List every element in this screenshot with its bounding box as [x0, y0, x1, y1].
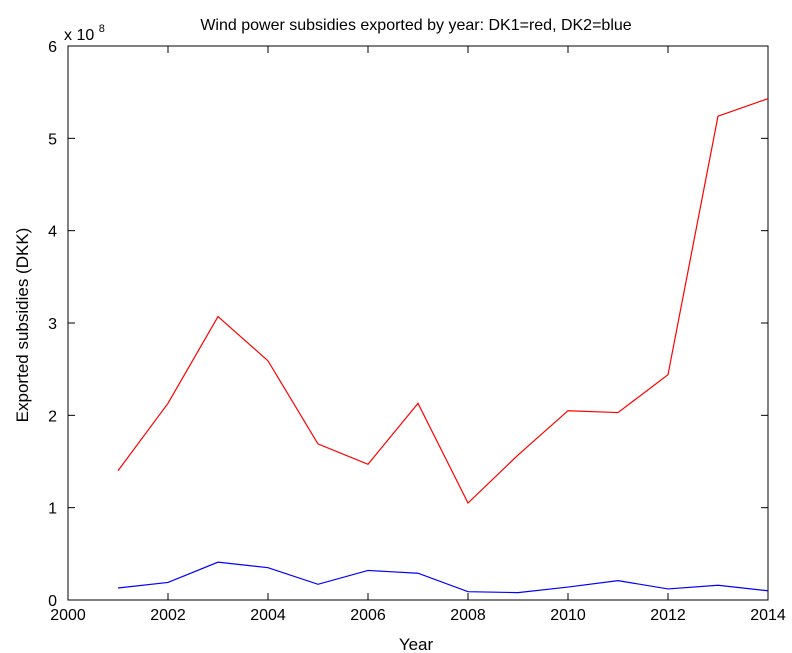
x-tick-label: 2006 — [350, 607, 386, 624]
y-axis-label: Exported subsidies (DKK) — [13, 228, 32, 423]
y-tick-label: 6 — [48, 39, 57, 56]
y-tick-label: 0 — [48, 593, 57, 610]
x-tick-label: 2000 — [50, 607, 86, 624]
plot-frame — [67, 45, 769, 601]
series-line-dk2 — [117, 561, 769, 594]
x-tick-label: 2008 — [450, 607, 486, 624]
x-axis-label: Year — [399, 635, 434, 653]
plot-area: 2000 2002 2004 2006 2008 2010 2012 2014 0 1 2 3 4 5 6 — [48, 39, 786, 624]
y-tick-label: 4 — [48, 224, 57, 241]
series-line-dk1 — [117, 98, 769, 505]
chart-title: Wind power subsidies exported by year: D… — [200, 17, 631, 34]
y-exponent-label: x 10 8 — [64, 23, 105, 44]
y-tick-label: 5 — [48, 131, 57, 148]
y-exponent-base: x 10 — [64, 27, 94, 44]
x-tick-label: 2002 — [150, 607, 186, 624]
y-tick-label: 2 — [48, 408, 57, 425]
x-tick-label: 2004 — [250, 607, 286, 624]
y-tick-label: 1 — [48, 501, 57, 518]
x-tick-label: 2010 — [550, 607, 586, 624]
x-tick-label: 2012 — [650, 607, 686, 624]
y-tick-label: 3 — [48, 316, 57, 333]
x-tick-label: 2014 — [750, 607, 786, 624]
y-exponent-power: 8 — [99, 23, 105, 35]
